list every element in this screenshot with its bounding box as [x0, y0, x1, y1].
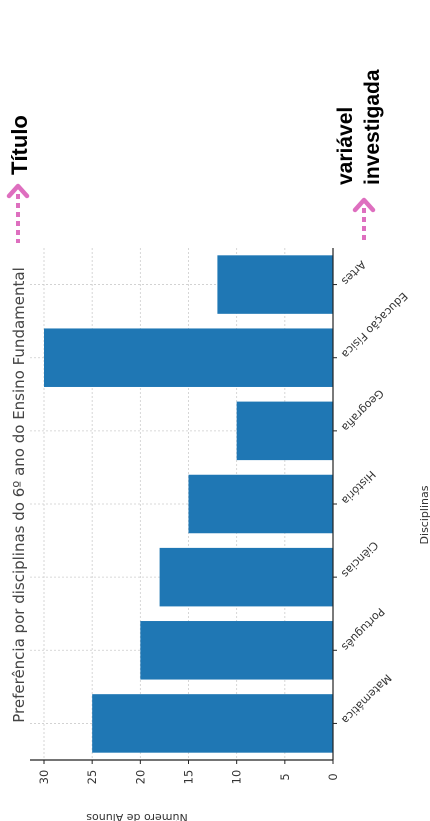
bar-História — [188, 474, 333, 534]
category-label-1: Português — [339, 605, 387, 653]
value-tick-label-10: 10 — [230, 770, 244, 785]
annotation-title-arrow-icon — [6, 183, 30, 243]
axes — [30, 248, 337, 764]
y-ticks: 0 5 10 15 20 25 30 — [37, 770, 340, 785]
value-tick-label-15: 15 — [182, 770, 196, 785]
bar-Educação Física — [44, 328, 333, 387]
plot-area: 0 5 10 15 20 25 30 Matemática Português Ciências… — [30, 248, 410, 784]
value-tick-label-0: 0 — [326, 773, 340, 780]
category-label-3: História — [339, 468, 378, 507]
category-label-6: Artes — [339, 258, 369, 288]
value-tick-label-5: 5 — [278, 773, 292, 780]
x-axis-label: Disciplinas — [418, 485, 430, 544]
category-label-2: Ciências — [339, 538, 381, 580]
arrow-head — [352, 197, 376, 213]
bar-Ciências — [159, 547, 333, 607]
bars — [44, 255, 334, 753]
annotation-variable-line2: investigada — [361, 69, 384, 185]
bar-Geografia — [236, 401, 333, 461]
value-tick-label-25: 25 — [85, 770, 99, 785]
chart-title: Preferência por disciplinas do 6º ano do… — [10, 267, 28, 723]
annotation-title: Título — [7, 115, 32, 175]
annotation-variable-group: variável investigada — [334, 69, 384, 243]
bar-Português — [140, 621, 333, 680]
category-label-4: Geografia — [339, 387, 386, 434]
annotation-title-group: Título — [6, 115, 32, 243]
y-axis-label: Número de Alunos — [86, 811, 188, 821]
arrow-head — [6, 183, 30, 199]
annotation-variable-line1: variável — [334, 107, 357, 185]
annotation-variable-arrow-icon — [352, 197, 376, 243]
bar-Artes — [217, 255, 333, 314]
value-tick-label-30: 30 — [37, 770, 51, 785]
category-labels: Matemática Português Ciências História Geogr… — [339, 258, 410, 726]
category-label-5: Educação Física — [339, 290, 410, 361]
category-label-0: Matemática — [339, 671, 394, 726]
bar-Matemática — [92, 694, 334, 753]
value-tick-label-20: 20 — [133, 770, 147, 785]
